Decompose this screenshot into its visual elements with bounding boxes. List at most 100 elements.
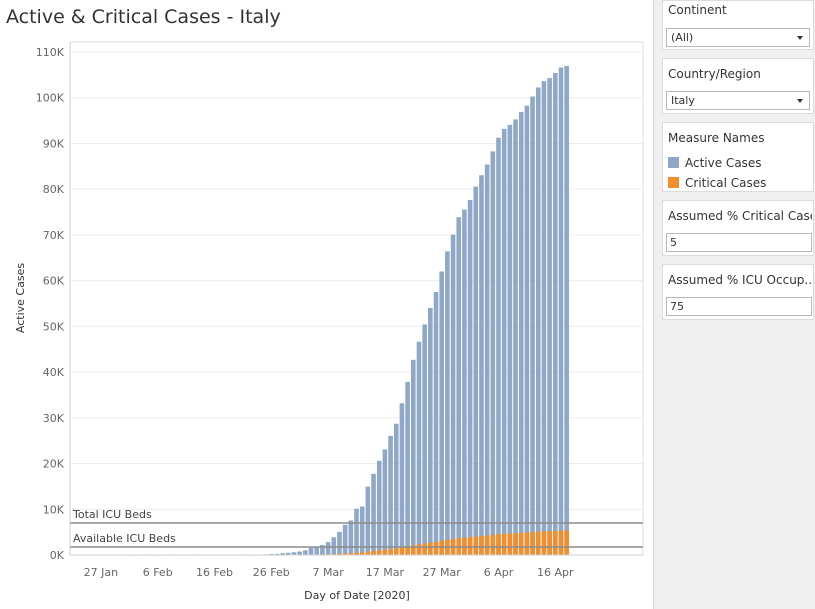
critical-cases-bar[interactable] — [467, 537, 473, 555]
critical-cases-bar[interactable] — [393, 548, 399, 555]
critical-cases-bar[interactable] — [416, 544, 422, 555]
critical-cases-bar[interactable] — [365, 551, 371, 555]
y-tick-label: 110K — [36, 46, 65, 59]
active-cases-bar[interactable] — [371, 473, 376, 555]
active-cases-bar[interactable] — [484, 164, 490, 555]
active-cases-bar[interactable] — [524, 105, 530, 555]
critical-cases-bar[interactable] — [490, 534, 496, 555]
active-cases-bar[interactable] — [348, 520, 354, 555]
active-cases-bar[interactable] — [507, 124, 513, 556]
active-cases-bar[interactable] — [450, 234, 456, 556]
active-cases-bar[interactable] — [280, 553, 285, 555]
legend-item-critical[interactable]: Critical Cases — [668, 176, 766, 190]
active-cases-bar[interactable] — [439, 271, 444, 555]
active-cases-bar[interactable] — [325, 542, 331, 555]
critical-cases-bar[interactable] — [354, 552, 359, 555]
critical-cases-bar[interactable] — [348, 553, 354, 555]
critical-cases-bar[interactable] — [422, 543, 427, 555]
active-cases-bar[interactable] — [303, 550, 308, 555]
critical-cases-bar[interactable] — [433, 541, 439, 555]
active-cases-bar[interactable] — [416, 341, 422, 555]
active-cases-bar[interactable] — [473, 186, 479, 555]
active-cases-bar[interactable] — [501, 128, 507, 555]
active-cases-bar[interactable] — [365, 486, 371, 555]
critical-cases-bar[interactable] — [428, 542, 433, 555]
icu-param-input[interactable]: 75 — [666, 297, 812, 316]
active-cases-bar[interactable] — [422, 324, 427, 555]
critical-cases-bar[interactable] — [479, 536, 484, 555]
active-cases-bar[interactable] — [411, 359, 416, 555]
critical-cases-bar[interactable] — [411, 545, 416, 555]
legend-item-active[interactable]: Active Cases — [668, 156, 762, 170]
active-cases-bar[interactable] — [558, 67, 564, 555]
active-cases-bar[interactable] — [445, 251, 450, 555]
critical-cases-bar[interactable] — [535, 531, 541, 555]
critical-cases-bar[interactable] — [405, 546, 410, 555]
active-cases-bar[interactable] — [331, 537, 337, 555]
country-dropdown[interactable]: Italy — [666, 91, 810, 110]
critical-cases-bar[interactable] — [359, 552, 365, 555]
critical-cases-bar[interactable] — [371, 550, 376, 555]
active-cases-bar[interactable] — [376, 460, 382, 555]
active-cases-bar[interactable] — [342, 524, 348, 555]
active-cases-bar[interactable] — [553, 72, 558, 556]
active-cases-bar[interactable] — [320, 544, 325, 555]
critical-cases-bar[interactable] — [342, 553, 348, 555]
active-cases-bar[interactable] — [393, 423, 399, 555]
active-cases-bar[interactable] — [467, 199, 473, 555]
active-cases-bar[interactable] — [359, 506, 365, 555]
active-cases-bar[interactable] — [490, 151, 496, 555]
active-cases-bar[interactable] — [518, 111, 524, 556]
critical-cases-bar[interactable] — [507, 533, 513, 555]
y-tick-label: 90K — [43, 137, 65, 150]
active-cases-bar[interactable] — [286, 552, 291, 555]
continent-dropdown[interactable]: (All) — [666, 28, 810, 47]
continent-filter: Continent (All) — [662, 0, 814, 50]
active-cases-bar[interactable] — [547, 78, 552, 555]
critical-cases-bar[interactable] — [496, 534, 501, 555]
active-cases-bar[interactable] — [291, 552, 297, 555]
active-cases-bar[interactable] — [405, 381, 410, 555]
active-cases-bar[interactable] — [297, 551, 302, 555]
active-cases-bar[interactable] — [314, 546, 320, 555]
active-cases-bar[interactable] — [535, 87, 541, 556]
critical-cases-bar[interactable] — [564, 530, 569, 555]
active-cases-bar[interactable] — [564, 65, 569, 555]
critical-cases-bar[interactable] — [524, 532, 530, 555]
critical-cases-bar[interactable] — [388, 549, 393, 555]
critical-cases-bar[interactable] — [547, 531, 552, 555]
active-cases-bar[interactable] — [399, 403, 405, 555]
active-cases-bar[interactable] — [462, 209, 467, 556]
critical-cases-bar[interactable] — [439, 540, 444, 555]
active-cases-bar[interactable] — [433, 291, 439, 555]
critical-cases-bar[interactable] — [501, 533, 507, 555]
x-tick-label: 16 Apr — [537, 566, 574, 579]
active-cases-bar[interactable] — [456, 217, 462, 555]
active-cases-bar[interactable] — [496, 137, 501, 555]
critical-cases-bar[interactable] — [484, 535, 490, 555]
critical-cases-bar[interactable] — [553, 530, 558, 555]
critical-cases-bar[interactable] — [376, 550, 382, 555]
active-cases-bar[interactable] — [382, 449, 388, 555]
critical-cases-bar[interactable] — [530, 532, 535, 555]
active-cases-bar[interactable] — [479, 175, 484, 556]
active-cases-bar[interactable] — [428, 307, 433, 555]
critical-cases-bar[interactable] — [518, 532, 524, 555]
active-cases-bar[interactable] — [388, 435, 393, 555]
critical-cases-bar[interactable] — [541, 531, 547, 555]
active-cases-bar[interactable] — [354, 508, 359, 555]
critical-cases-bar[interactable] — [337, 553, 342, 555]
critical-param-input[interactable]: 5 — [666, 233, 812, 252]
legend-swatch-critical — [668, 177, 679, 188]
critical-cases-bar[interactable] — [513, 533, 518, 555]
critical-cases-bar[interactable] — [399, 547, 405, 555]
active-cases-bar[interactable] — [308, 547, 314, 555]
active-cases-bar[interactable] — [513, 119, 518, 555]
critical-cases-bar[interactable] — [382, 549, 388, 555]
critical-cases-bar[interactable] — [558, 530, 564, 555]
active-cases-bar[interactable] — [530, 96, 535, 555]
active-cases-bar[interactable] — [337, 531, 342, 555]
critical-cases-bar[interactable] — [473, 536, 479, 555]
active-cases-bar[interactable] — [274, 553, 280, 555]
active-cases-bar[interactable] — [541, 81, 547, 555]
